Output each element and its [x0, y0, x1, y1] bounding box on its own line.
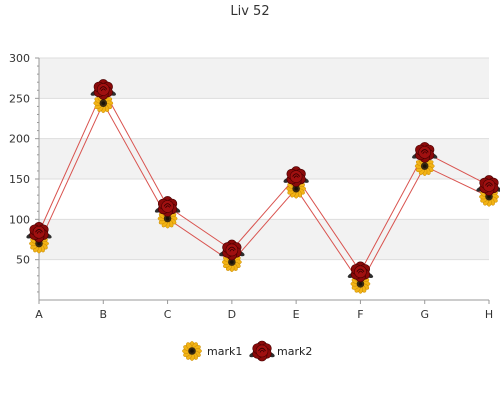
point-mark2: [283, 166, 309, 187]
y-tick-label: 150: [9, 173, 30, 186]
y-tick-label: 100: [9, 213, 30, 226]
x-tick-label: B: [100, 308, 108, 321]
point-mark2: [219, 239, 245, 261]
legend: mark1 mark2: [182, 340, 312, 362]
x-tick-label: G: [420, 308, 429, 321]
x-tick-label: E: [293, 308, 300, 321]
x-tick-label: F: [357, 308, 363, 321]
x-tick-label: D: [228, 308, 236, 321]
point-mark2: [154, 196, 181, 217]
point-mark2: [476, 175, 500, 196]
legend-marker-mark1: [182, 341, 202, 361]
x-tick-label: C: [164, 308, 172, 321]
x-tick-label: H: [485, 308, 493, 321]
legend-marker-mark2: [249, 340, 275, 362]
y-tick-label: 50: [16, 254, 30, 267]
point-mark2: [347, 261, 374, 283]
series-markers: [26, 79, 500, 294]
axes: 50 100 150 200 250 300 A B C D E F G H: [9, 52, 493, 321]
point-mark2: [90, 79, 116, 100]
series-line-mark2: [38, 88, 490, 273]
chart-title: Liv 52: [230, 4, 269, 19]
point-mark2: [412, 142, 438, 163]
gridlines: [39, 57, 489, 261]
x-tick-label: A: [35, 308, 43, 321]
y-tick-label: 250: [9, 92, 30, 105]
point-mark2: [26, 221, 52, 243]
y-tick-label: 200: [9, 133, 30, 146]
series-line-mark1: [38, 102, 490, 285]
series-lines: [38, 88, 490, 285]
grid-band: [39, 58, 489, 99]
legend-label-mark2: mark2: [277, 345, 312, 358]
legend-label-mark1: mark1: [207, 345, 242, 358]
y-tick-label: 300: [9, 52, 30, 65]
